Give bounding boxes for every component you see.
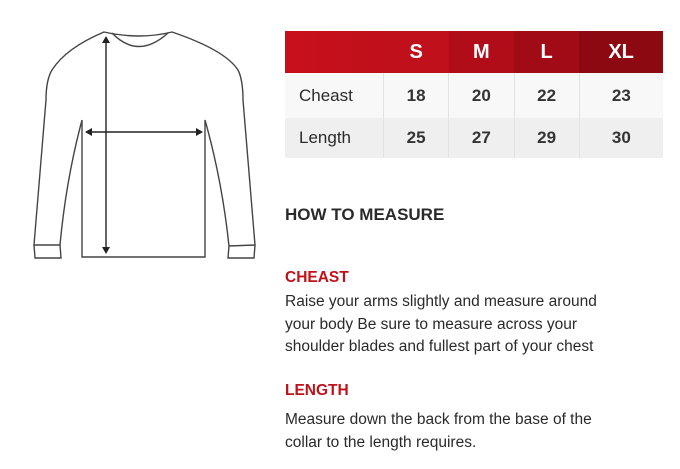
table-row: Cheast 18 20 22 23: [285, 73, 663, 118]
header-l: L: [514, 31, 580, 73]
text-line: your body Be sure to measure across your: [285, 315, 578, 333]
chest-heading: CHEAST: [285, 269, 349, 286]
length-instructions: Measure down the back from the base of t…: [285, 409, 675, 454]
cell: 22: [514, 73, 580, 118]
sweatshirt-outline: [33, 31, 256, 258]
cell: 29: [514, 118, 580, 158]
length-heading: LENGTH: [285, 382, 349, 399]
sweatshirt-diagram: [33, 31, 256, 259]
header-m: M: [448, 31, 514, 73]
table-row: Length 25 27 29 30: [285, 118, 663, 158]
size-header-row: S M L XL: [285, 31, 663, 73]
text-line: Raise your arms slightly and measure aro…: [285, 293, 597, 310]
cell: 18: [383, 73, 450, 118]
text-line: Measure down the back from the base of t…: [285, 411, 592, 428]
cell: 25: [383, 118, 450, 158]
text-line: shoulder blades and fullest part of your…: [285, 338, 594, 355]
size-table: S M L XL Cheast 18 20 22 23 Length 25 27…: [285, 31, 663, 158]
cell: 20: [448, 73, 515, 118]
text-line: collar to the length requires.: [285, 433, 477, 451]
cell: 27: [448, 118, 515, 158]
cell: 23: [579, 73, 663, 118]
header-xl: XL: [579, 31, 663, 73]
row-label: Cheast: [285, 73, 384, 118]
cuff-right: [227, 244, 256, 259]
how-to-measure-title: HOW TO MEASURE: [285, 205, 445, 224]
header-s: S: [383, 31, 449, 73]
row-label: Length: [285, 118, 384, 158]
header-blank: [285, 31, 384, 73]
collar: [111, 32, 169, 48]
cell: 30: [579, 118, 663, 158]
chest-instructions: Raise your arms slightly and measure aro…: [285, 291, 675, 359]
cuff-left: [33, 244, 62, 259]
